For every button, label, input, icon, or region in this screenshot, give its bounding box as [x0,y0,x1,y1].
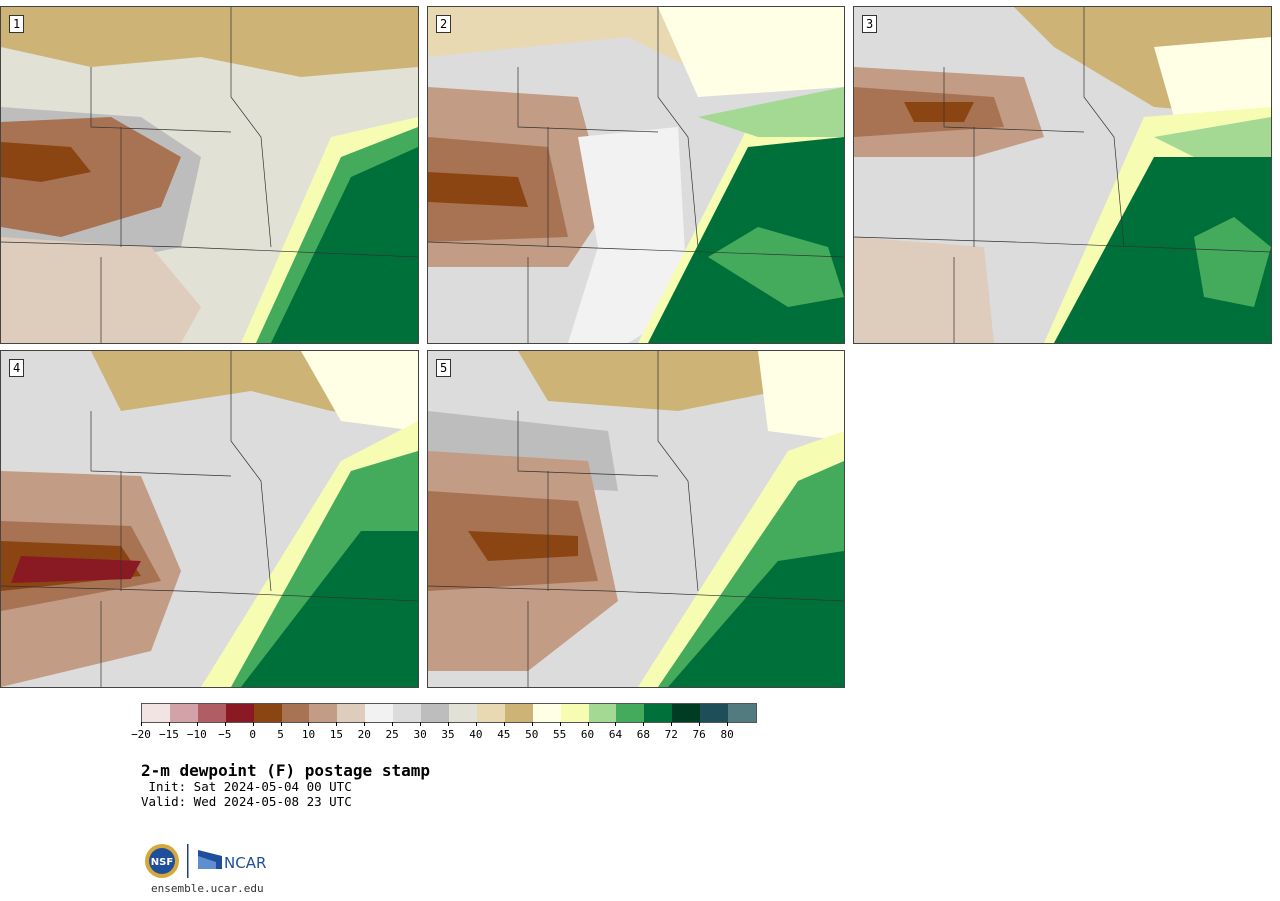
colorbar [141,703,757,723]
colorbar-swatch-17 [616,704,645,722]
dewpoint-map-1 [1,7,418,343]
colorbar-tick-label: 30 [413,728,427,741]
colorbar-tick [699,722,701,726]
dewpoint-map-4 [1,351,418,687]
colorbar-swatch-14 [532,704,561,722]
colorbar-tick-label: 80 [720,728,734,741]
colorbar-swatch-15 [560,704,589,722]
nsf-seal-icon: NSF [145,844,179,878]
colorbar-swatch-18 [644,704,673,722]
panel-label: 3 [862,15,878,33]
colorbar-tick-label: 40 [469,728,483,741]
panel-label: 5 [436,359,452,377]
colorbar-tick-label: 5 [277,728,284,741]
colorbar-tick [392,722,394,726]
colorbar-tick [364,722,366,726]
colorbar-swatch-4 [253,704,282,722]
colorbar-tick [141,722,142,726]
panel-label: 4 [9,359,25,377]
colorbar-tick-label: 25 [385,728,399,741]
colorbar-swatch-2 [197,704,226,722]
map-panel-4: 4 [0,350,419,688]
svg-text:NCAR: NCAR [224,854,266,872]
svg-text:NSF: NSF [151,857,173,868]
map-panel-5: 5 [427,350,845,688]
colorbar-swatch-1 [169,704,198,722]
colorbar-swatch-10 [421,704,449,722]
colorbar-tick [559,722,561,726]
colorbar-tick [224,722,226,726]
colorbar-tick [196,722,198,726]
colorbar-tick [727,722,729,726]
ncar-wordmark-icon: NCAR [198,850,266,872]
map-panel-2: 2 [427,6,845,344]
colorbar-tick [420,722,422,726]
colorbar-swatch-6 [309,704,338,722]
colorbar-tick [503,722,505,726]
colorbar-swatch-0 [142,704,170,722]
colorbar-tick-label: 64 [608,728,623,741]
site-url: ensemble.ucar.edu [151,882,264,895]
colorbar-tick [475,722,477,726]
colorbar-tick-label: 0 [249,728,256,741]
colorbar-tick-label: 50 [525,728,539,741]
colorbar-tick [168,722,170,726]
colorbar-tick-label: −15 [158,728,179,741]
colorbar-tick [671,722,673,726]
colorbar-tick-label: 45 [497,728,511,741]
colorbar-tick [336,722,338,726]
dewpoint-map-2 [428,7,844,343]
colorbar-tick-label: 35 [441,728,455,741]
colorbar-tick [531,722,533,726]
colorbar-tick [280,722,282,726]
colorbar-swatch-11 [448,704,477,722]
colorbar-swatch-21 [728,704,756,722]
colorbar-swatch-13 [504,704,533,722]
colorbar-swatch-19 [672,704,701,722]
colorbar-tick [252,722,254,726]
colorbar-tick-label: 60 [580,728,595,741]
colorbar-tick-label: 72 [664,728,678,741]
map-panel-1: 1 [0,6,419,344]
colorbar-swatch-12 [476,704,505,722]
valid-time: Valid: Wed 2024-05-08 23 UTC [141,794,352,809]
colorbar-tick [643,722,645,726]
colorbar-tick [448,722,449,726]
init-time: Init: Sat 2024-05-04 00 UTC [141,779,352,794]
colorbar-swatch-9 [393,704,422,722]
colorbar-swatch-8 [365,704,394,722]
colorbar-tick-label: −10 [186,728,207,741]
colorbar-tick-label: 55 [553,728,567,741]
colorbar-tick [308,722,310,726]
panel-label: 1 [9,15,25,33]
colorbar-tick-label: 15 [329,728,343,741]
colorbar-swatch-7 [337,704,366,722]
plot-title: 2-m dewpoint (F) postage stamp [141,761,430,780]
panel-label: 2 [436,15,452,33]
colorbar-swatch-5 [281,704,310,722]
colorbar-swatch-3 [225,704,254,722]
dewpoint-map-3 [854,7,1271,343]
colorbar-swatch-16 [588,704,617,722]
colorbar-tick-label: 10 [301,728,316,741]
colorbar-tick-label: −5 [218,728,232,741]
colorbar-tick [615,722,617,726]
colorbar-tick-label: 68 [636,728,650,741]
colorbar-swatch-20 [700,704,729,722]
colorbar-ticks: −20 −15 −10 −5 0 5 10 15 20 25 30 35 40 45 50 55 60 64 68 7… [131,722,755,746]
colorbar-tick [587,722,589,726]
colorbar-tick-label: 20 [357,728,371,741]
colorbar-tick-label: 76 [692,728,706,741]
nsf-ncar-logo: NSF NCAR [145,844,266,878]
colorbar-tick-label: −20 [131,728,151,741]
dewpoint-map-5 [428,351,844,687]
map-panel-3: 3 [853,6,1272,344]
